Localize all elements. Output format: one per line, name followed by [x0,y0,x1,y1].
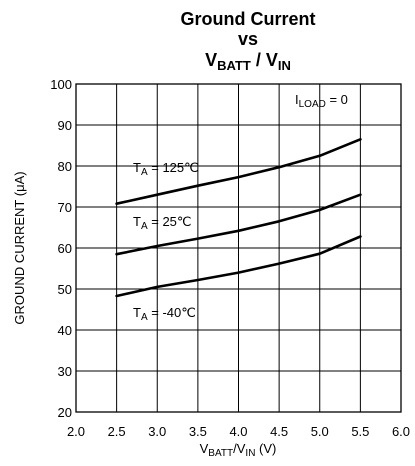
y-tick-label: 90 [58,118,72,133]
series-line-25c [115,193,362,256]
xlabel-batt-subscript: BATT [208,448,233,459]
condition-value: = 0 [326,92,348,107]
label-neg40c-subscript: A [141,312,148,323]
series-label-neg40c: TA = -40℃ [133,305,196,323]
y-tick-label: 80 [58,159,72,174]
label-25c-subscript: A [141,221,148,232]
label-125c-value: = 125℃ [148,160,199,175]
series-line-neg40c [115,235,362,298]
y-axis-label: GROUND CURRENT (μA) [12,171,27,324]
y-tick-labels: 20 30 40 50 60 70 80 90 100 [50,77,72,420]
y-tick-label: 100 [50,77,72,92]
grid [75,83,402,413]
title-line-1: Ground Current [181,9,316,29]
label-125c-subscript: A [141,167,148,178]
y-tick-label: 50 [58,282,72,297]
title-separator: / V [251,50,278,70]
xlabel-in-subscript: IN [245,448,255,459]
label-25c-t: T [133,214,141,229]
title-line-2: vs [238,29,258,49]
y-tick-label: 60 [58,241,72,256]
y-tick-label: 40 [58,323,72,338]
x-tick-label: 3.5 [189,424,207,439]
xlabel-unit: (V) [255,441,276,456]
title-in-subscript: IN [278,58,291,73]
xlabel-separator: /V [233,441,246,456]
label-neg40c-value: = -40℃ [148,305,196,320]
chart-title: Ground Current vs VBATT / VIN [181,9,316,73]
x-tick-labels: 2.0 2.5 3.0 3.5 4.0 4.5 5.0 5.5 6.0 [67,424,410,439]
x-tick-label: 5.0 [311,424,329,439]
label-neg40c-t: T [133,305,141,320]
y-tick-label: 20 [58,405,72,420]
series-label-125c: TA = 125℃ [133,160,199,178]
label-125c-t: T [133,160,141,175]
xlabel-v: V [200,441,209,456]
load-condition-label: ILOAD = 0 [295,92,348,110]
title-line-3: VBATT / VIN [205,50,291,73]
series-label-25c: TA = 25℃ [133,214,192,232]
condition-i: I [295,92,299,107]
condition-load-subscript: LOAD [299,99,326,110]
title-batt-subscript: BATT [217,58,251,73]
title-v: V [205,50,217,70]
x-tick-label: 2.5 [108,424,126,439]
y-tick-label: 30 [58,364,72,379]
series-line-125c [115,138,362,205]
label-25c-value: = 25℃ [148,214,192,229]
x-tick-label: 3.0 [148,424,166,439]
x-tick-label: 2.0 [67,424,85,439]
x-tick-label: 4.0 [229,424,247,439]
x-tick-label: 5.5 [351,424,369,439]
x-tick-label: 4.5 [270,424,288,439]
x-tick-label: 6.0 [392,424,410,439]
data-series [115,138,362,298]
x-axis-label: VBATT/VIN (V) [200,441,277,459]
plot-frame [75,83,402,413]
y-tick-label: 70 [58,200,72,215]
